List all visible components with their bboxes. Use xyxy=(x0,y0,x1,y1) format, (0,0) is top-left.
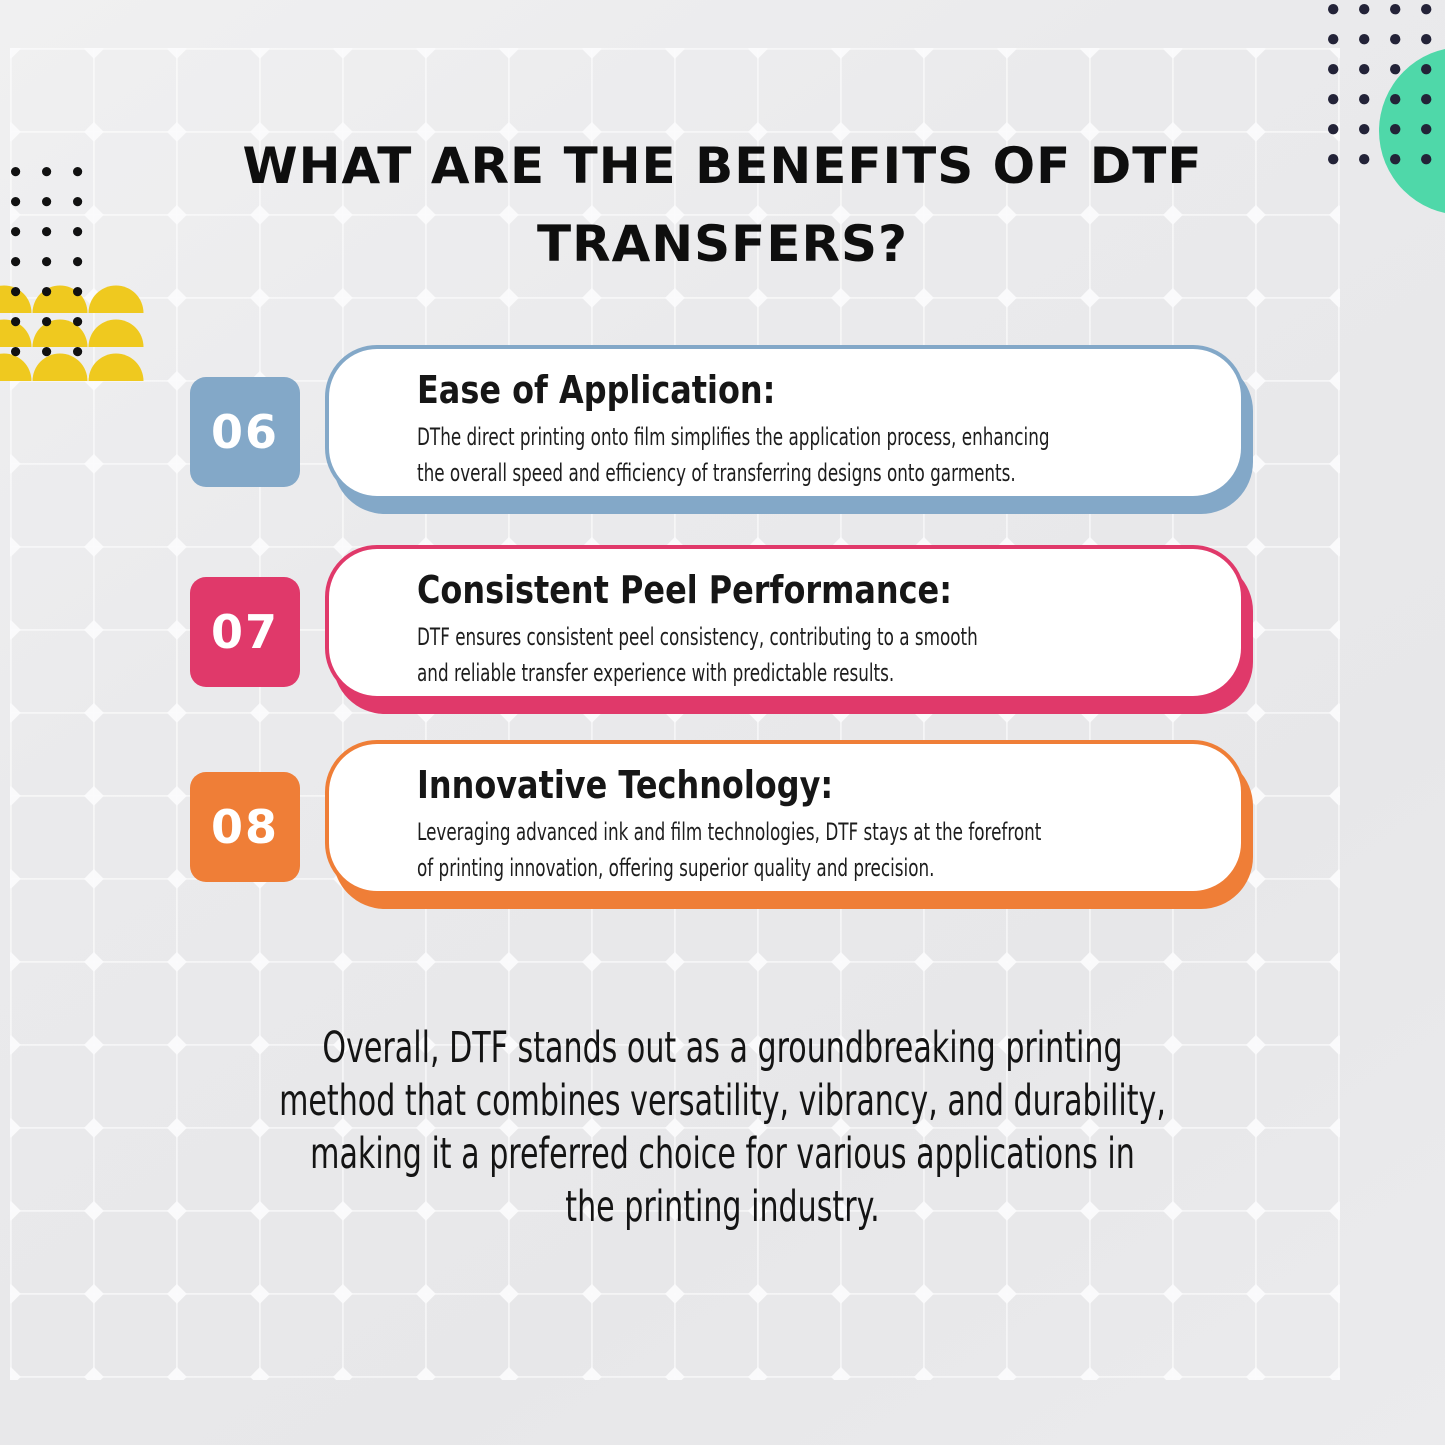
benefit-card: Ease of Application: DThe direct printin… xyxy=(325,345,1245,500)
benefit-card: Consistent Peel Performance: DTF ensures… xyxy=(325,545,1245,700)
benefit-card: Innovative Technology: Leveraging advanc… xyxy=(325,740,1245,895)
background-grid xyxy=(10,48,1340,1380)
benefit-item-06: 06 Ease of Application: DThe direct prin… xyxy=(0,345,1445,520)
benefit-item-08: 08 Innovative Technology: Leveraging adv… xyxy=(0,740,1445,915)
conclusion-text: Overall, DTF stands out as a groundbreak… xyxy=(279,1023,1166,1232)
benefit-description: DTF ensures consistent peel consistency,… xyxy=(417,623,978,687)
page-title: WHAT ARE THE BENEFITS OF DTF TRANSFERS? xyxy=(242,137,1203,273)
benefit-item-07: 07 Consistent Peel Performance: DTF ensu… xyxy=(0,545,1445,720)
benefit-number-badge: 07 xyxy=(190,577,300,687)
benefit-description: DThe direct printing onto film simplifie… xyxy=(417,423,1050,487)
benefit-heading: Consistent Peel Performance: xyxy=(417,568,952,612)
navy-dot-grid-decor xyxy=(1328,4,1432,165)
benefit-description: Leveraging advanced ink and film technol… xyxy=(417,818,1042,882)
benefit-number-badge: 08 xyxy=(190,772,300,882)
benefit-heading: Ease of Application: xyxy=(417,368,776,412)
benefit-heading: Innovative Technology: xyxy=(417,763,834,807)
yellow-semicircles-decor xyxy=(0,285,144,381)
black-dot-grid-decor xyxy=(11,167,83,357)
benefit-number-badge: 06 xyxy=(190,377,300,487)
